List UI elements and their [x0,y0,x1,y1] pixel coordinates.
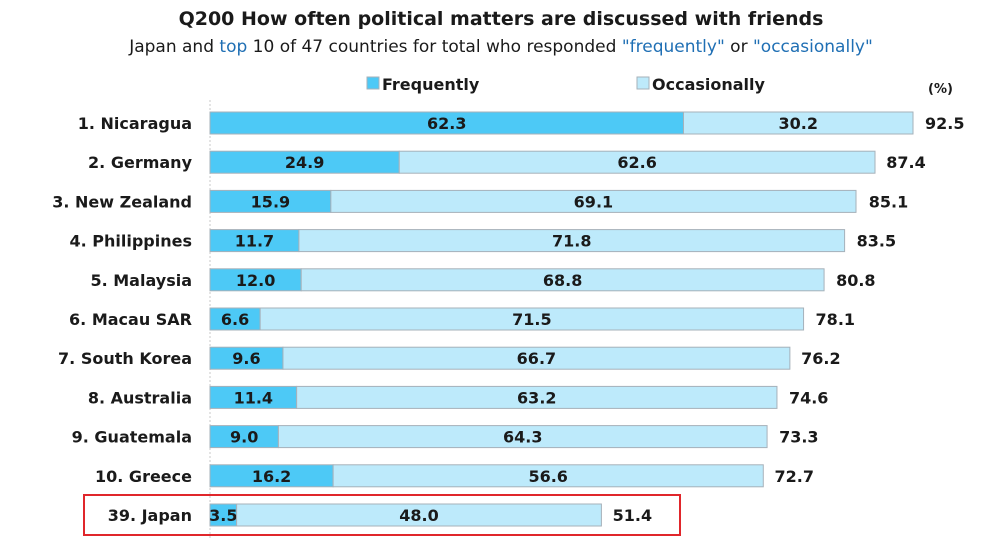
data-label-occasionally-2-germany: 62.6 [617,153,656,172]
data-label-occasionally-4-philippines: 71.8 [552,232,591,251]
data-label-frequently-10-greece: 16.2 [252,467,291,486]
total-label-6-macau-sar: 78.1 [816,310,855,329]
data-label-frequently-2-germany: 24.9 [285,153,324,172]
data-label-occasionally-10-greece: 56.6 [528,467,567,486]
data-label-frequently-1-nicaragua: 62.3 [427,114,466,133]
data-label-frequently-7-south-korea: 9.6 [232,349,260,368]
data-label-frequently-6-macau-sar: 6.6 [221,310,249,329]
data-label-occasionally-5-malaysia: 68.8 [543,271,582,290]
legend: Frequently Occasionally [366,75,766,94]
bar-occasionally-3-new-zealand [330,189,857,213]
highlight-box [83,494,681,536]
data-label-occasionally-6-macau-sar: 71.5 [512,310,551,329]
category-label-1-nicaragua: 1. Nicaragua [78,114,192,133]
legend-swatch-frequently [366,76,380,90]
bars: 1. Nicaragua 62.3 30.2 92.5 2. Germany 24.9 62… [52,111,964,527]
total-label-5-malaysia: 80.8 [836,271,875,290]
total-label-9-guatemala: 73.3 [779,428,818,447]
category-label-2-germany: 2. Germany [88,153,193,172]
data-label-occasionally-3-new-zealand: 69.1 [574,192,613,211]
total-label-2-germany: 87.4 [886,153,925,172]
category-label-6-macau-sar: 6. Macau SAR [69,310,192,329]
total-label-1-nicaragua: 92.5 [925,114,964,133]
bar-occasionally-8-australia [296,385,778,409]
data-label-occasionally-9-guatemala: 64.3 [503,428,542,447]
subtitle-part-1: Japan and [129,37,220,57]
unit-label: (%) [928,82,953,97]
bar-occasionally-10-greece [332,464,764,488]
data-label-frequently-5-malaysia: 12.0 [236,271,275,290]
subtitle-part-4: "frequently" [621,37,725,57]
total-label-8-australia: 74.6 [789,388,828,407]
bar-occasionally-9-guatemala [277,425,768,449]
data-label-frequently-4-philippines: 11.7 [235,232,274,251]
data-label-occasionally-1-nicaragua: 30.2 [778,114,817,133]
subtitle-part-6: "occasionally" [752,37,873,57]
bar-occasionally-5-malaysia [300,268,825,292]
subtitle-part-3: 10 of 47 countries for total who respond… [247,37,622,57]
data-label-occasionally-39-japan: 48.0 [399,506,438,525]
category-label-4-philippines: 4. Philippines [69,232,192,251]
legend-label-frequently: Frequently [382,75,480,94]
category-label-39-japan: 39. Japan [108,506,192,525]
legend-swatch-occasionally [636,76,650,90]
category-label-8-australia: 8. Australia [88,388,192,407]
data-label-occasionally-7-south-korea: 66.7 [517,349,556,368]
total-label-3-new-zealand: 85.1 [869,192,908,211]
category-label-3-new-zealand: 3. New Zealand [52,192,192,211]
data-label-frequently-9-guatemala: 9.0 [230,428,258,447]
total-label-4-philippines: 83.5 [857,232,896,251]
chart-subtitle: Japan and top 10 of 47 countries for tot… [0,37,1002,57]
total-label-39-japan: 51.4 [613,506,652,525]
category-label-5-malaysia: 5. Malaysia [90,271,192,290]
bar-occasionally-39-japan [236,503,602,527]
category-label-9-guatemala: 9. Guatemala [72,428,192,447]
bar-occasionally-6-macau-sar [259,307,805,331]
total-label-7-south-korea: 76.2 [801,349,840,368]
subtitle-part-5: or [724,37,753,57]
bar-occasionally-2-germany [398,150,876,174]
chart-title: Q200 How often political matters are dis… [178,8,824,30]
legend-label-occasionally: Occasionally [652,75,766,94]
category-label-7-south-korea: 7. South Korea [58,349,192,368]
bar-occasionally-1-nicaragua [682,111,914,135]
data-label-frequently-3-new-zealand: 15.9 [251,192,290,211]
data-label-occasionally-8-australia: 63.2 [517,388,556,407]
subtitle-part-2: top [219,37,248,57]
data-label-frequently-39-japan: 3.5 [209,506,237,525]
category-label-10-greece: 10. Greece [95,467,192,486]
bar-occasionally-4-philippines [298,229,846,253]
total-label-10-greece: 72.7 [775,467,814,486]
data-label-frequently-8-australia: 11.4 [234,388,273,407]
bar-occasionally-7-south-korea [282,346,791,370]
